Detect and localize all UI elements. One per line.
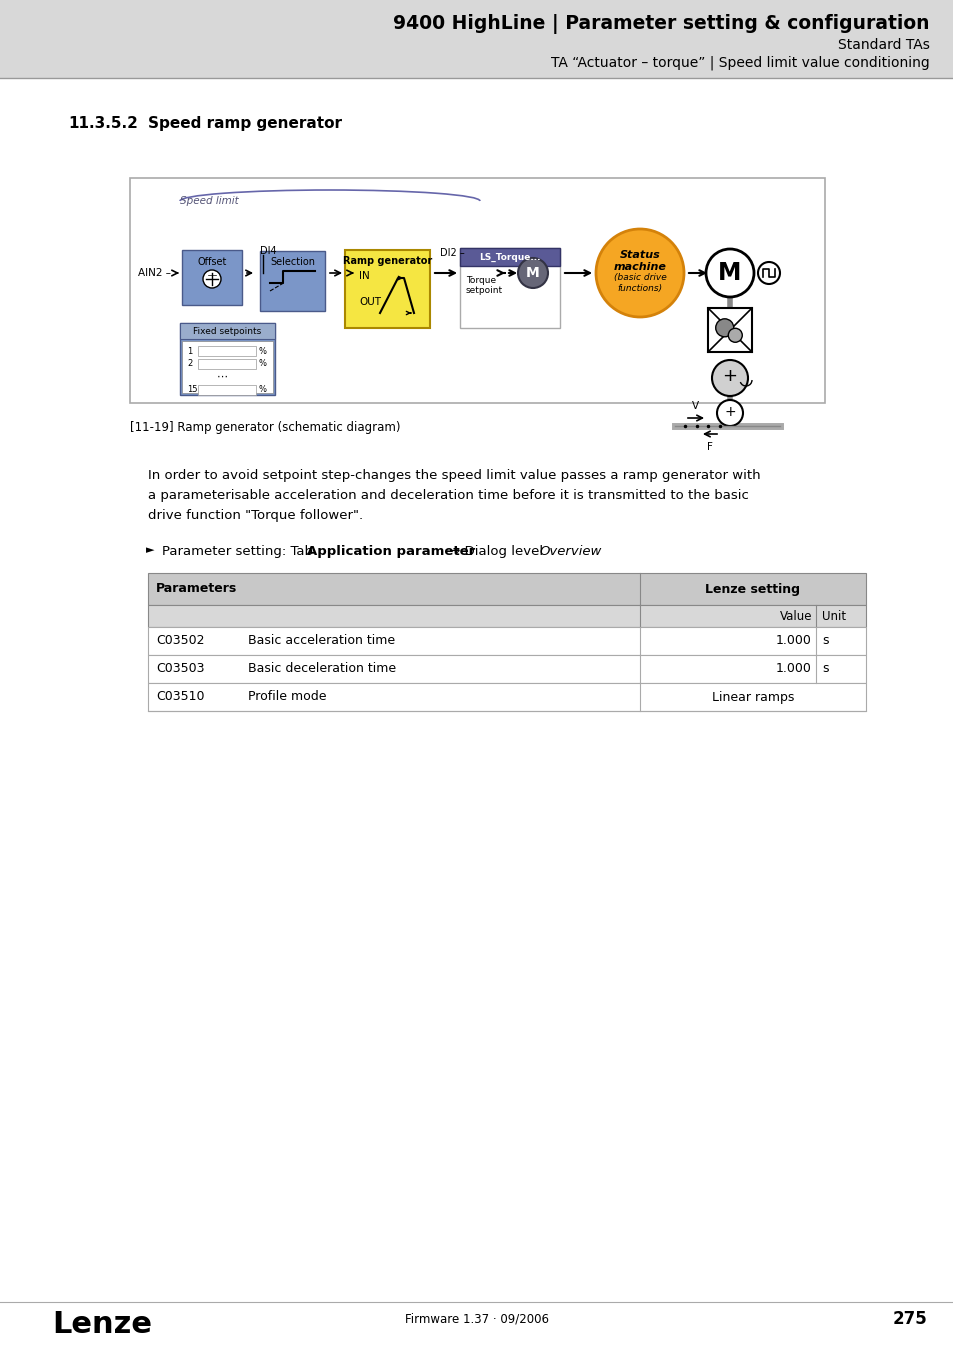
Text: s: s (821, 663, 827, 675)
Text: 1.000: 1.000 (776, 634, 811, 648)
Bar (180, 323, 274, 339)
Text: Torque
setpoint: Torque setpoint (465, 275, 502, 296)
Text: Lenze: Lenze (52, 1310, 152, 1339)
Circle shape (727, 328, 741, 343)
Circle shape (203, 270, 221, 288)
Bar (182, 250, 242, 305)
Text: 2: 2 (187, 359, 193, 369)
Text: Basic deceleration time: Basic deceleration time (248, 663, 395, 675)
Text: Overview: Overview (538, 545, 600, 558)
Bar (459, 248, 559, 266)
Text: 1.000: 1.000 (776, 663, 811, 675)
Text: +: + (721, 367, 737, 385)
Text: s: s (821, 634, 827, 648)
Text: V: V (691, 401, 698, 410)
Text: Offset: Offset (197, 256, 227, 267)
Text: Basic acceleration time: Basic acceleration time (248, 634, 395, 648)
Text: Speed ramp generator: Speed ramp generator (148, 116, 341, 131)
Text: DI4: DI4 (260, 246, 276, 256)
Text: Parameter setting: Tab: Parameter setting: Tab (162, 545, 317, 558)
Text: Speed limit: Speed limit (180, 196, 238, 207)
Bar (345, 250, 430, 328)
Text: Fixed setpoints: Fixed setpoints (193, 327, 261, 336)
Text: Ramp generator: Ramp generator (342, 256, 432, 266)
Bar (0, 0, 953, 78)
Bar (148, 655, 865, 683)
Bar (180, 323, 274, 396)
Text: Status
machine: Status machine (613, 250, 666, 271)
Circle shape (758, 262, 780, 284)
Text: OUT: OUT (358, 297, 380, 306)
Text: 15: 15 (187, 386, 197, 394)
Bar (198, 359, 255, 369)
Bar (260, 251, 325, 310)
Text: LS_Torque...: LS_Torque... (478, 252, 540, 262)
Text: In order to avoid setpoint step-changes the speed limit value passes a ramp gene: In order to avoid setpoint step-changes … (148, 468, 760, 482)
Circle shape (715, 319, 733, 336)
Text: Standard TAs: Standard TAs (838, 38, 929, 53)
Text: AIN2 –: AIN2 – (138, 269, 171, 278)
Circle shape (711, 360, 747, 396)
Bar (707, 308, 751, 352)
Bar (148, 572, 865, 605)
Text: +: + (723, 405, 735, 418)
Text: 9400 HighLine | Parameter setting & configuration: 9400 HighLine | Parameter setting & conf… (393, 14, 929, 34)
Text: C03502: C03502 (156, 634, 204, 648)
Text: [11-19] Ramp generator (schematic diagram): [11-19] Ramp generator (schematic diagra… (130, 421, 400, 433)
Text: Unit: Unit (821, 609, 845, 622)
Text: M: M (718, 261, 740, 285)
Text: Linear ramps: Linear ramps (711, 690, 793, 703)
Text: 11.3.5.2: 11.3.5.2 (68, 116, 138, 131)
Circle shape (517, 258, 547, 288)
Bar (130, 178, 824, 404)
Bar (198, 385, 255, 396)
Text: Selection: Selection (270, 256, 314, 267)
Circle shape (596, 230, 683, 317)
Text: TA “Actuator – torque” | Speed limit value conditioning: TA “Actuator – torque” | Speed limit val… (551, 55, 929, 70)
Text: C03503: C03503 (156, 663, 204, 675)
Text: C03510: C03510 (156, 690, 204, 703)
Text: F: F (706, 441, 712, 452)
Text: ►: ► (146, 545, 154, 555)
Circle shape (717, 400, 742, 427)
Bar (148, 626, 865, 655)
Circle shape (705, 248, 753, 297)
Text: a parameterisable acceleration and deceleration time before it is transmitted to: a parameterisable acceleration and decel… (148, 489, 748, 502)
Text: 1: 1 (187, 347, 193, 355)
Text: → Dialog level: → Dialog level (444, 545, 547, 558)
Text: %: % (258, 386, 267, 394)
Text: 275: 275 (892, 1310, 926, 1328)
Bar (148, 683, 865, 711)
Text: IN: IN (358, 271, 370, 281)
Text: %: % (258, 347, 267, 355)
Text: %: % (258, 359, 267, 369)
Text: Lenze setting: Lenze setting (705, 582, 800, 595)
Text: M: M (525, 266, 539, 279)
Text: Firmware 1.37 · 09/2006: Firmware 1.37 · 09/2006 (405, 1312, 548, 1324)
Bar (148, 605, 865, 626)
Text: Application parameter: Application parameter (307, 545, 475, 558)
Bar (182, 342, 273, 393)
Text: Profile mode: Profile mode (248, 690, 326, 703)
Text: Parameters: Parameters (156, 582, 237, 595)
Bar (459, 248, 559, 328)
Text: Value: Value (779, 609, 811, 622)
Text: drive function "Torque follower".: drive function "Torque follower". (148, 509, 363, 522)
Bar (198, 346, 255, 356)
Text: (basic drive
functions): (basic drive functions) (613, 273, 666, 293)
Text: DI2 –: DI2 – (439, 248, 464, 258)
Text: ⋯: ⋯ (216, 373, 228, 382)
